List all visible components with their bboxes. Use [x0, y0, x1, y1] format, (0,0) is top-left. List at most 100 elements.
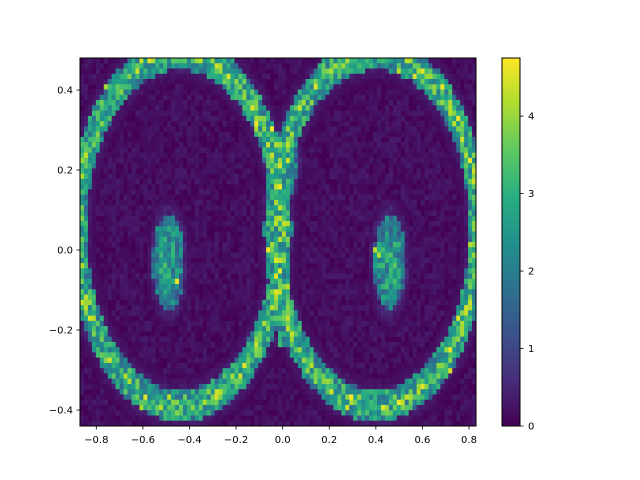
heatmap-cell: [289, 68, 295, 75]
heatmap-cell: [218, 347, 223, 353]
heatmap-cell: [270, 131, 275, 138]
heatmap-cell: [163, 205, 168, 211]
heatmap-cell: [250, 152, 255, 159]
heatmap-cell: [107, 68, 113, 75]
heatmap-cell: [448, 236, 453, 243]
heatmap-cell: [254, 210, 259, 217]
heatmap-cell: [357, 315, 362, 322]
heatmap-cell: [107, 184, 113, 190]
heatmap-cell: [111, 184, 116, 190]
heatmap-cell: [357, 215, 362, 222]
heatmap-cell: [404, 294, 410, 301]
heatmap-cell: [95, 68, 101, 75]
heatmap-cell: [222, 226, 227, 232]
heatmap-cell: [460, 184, 465, 190]
heatmap-cell: [369, 320, 374, 327]
heatmap-cell: [345, 215, 350, 222]
heatmap-cell: [103, 257, 109, 264]
heatmap-cell: [99, 205, 105, 211]
heatmap-cell: [226, 73, 231, 80]
heatmap-cell: [293, 273, 299, 280]
heatmap-cell: [91, 126, 97, 132]
heatmap-cell: [119, 305, 124, 311]
heatmap-cell: [416, 263, 421, 269]
heatmap-cell: [472, 110, 477, 117]
heatmap-cell: [143, 199, 148, 206]
heatmap-cell: [278, 268, 283, 274]
heatmap-cell: [341, 168, 346, 175]
heatmap-cell: [139, 310, 144, 316]
heatmap-cell: [278, 168, 283, 175]
heatmap-cell: [301, 84, 307, 90]
heatmap-cell: [278, 94, 283, 101]
heatmap-cell: [321, 168, 326, 175]
heatmap-cell: [202, 289, 208, 295]
heatmap-cell: [127, 257, 132, 264]
heatmap-cell: [226, 326, 231, 332]
heatmap-cell: [305, 136, 311, 143]
heatmap-cell: [99, 263, 105, 269]
heatmap-cell: [357, 89, 362, 96]
heatmap-cell: [416, 73, 421, 80]
heatmap-cell: [198, 305, 204, 311]
heatmap-cell: [321, 79, 326, 85]
heatmap-cell: [432, 58, 437, 64]
heatmap-cell: [468, 68, 473, 75]
heatmap-cell: [281, 168, 287, 175]
heatmap-cell: [412, 320, 417, 327]
heatmap-cell: [250, 341, 255, 348]
heatmap-cell: [190, 152, 196, 159]
heatmap-cell: [412, 231, 417, 238]
heatmap-cell: [266, 347, 271, 353]
heatmap-cell: [329, 73, 334, 80]
heatmap-cell: [357, 115, 362, 122]
heatmap-cell: [214, 278, 219, 285]
heatmap-cell: [159, 347, 164, 353]
heatmap-cell: [127, 236, 132, 243]
heatmap-cell: [384, 58, 390, 64]
heatmap-cell: [412, 247, 417, 253]
heatmap-cell: [175, 341, 180, 348]
heatmap-cell: [337, 194, 342, 201]
heatmap-cell: [373, 210, 378, 217]
heatmap-cell: [400, 142, 406, 148]
heatmap-cell: [281, 289, 287, 295]
heatmap-cell: [289, 315, 295, 322]
heatmap-cell: [412, 157, 417, 164]
heatmap-cell: [377, 68, 382, 75]
heatmap-cell: [472, 189, 477, 196]
heatmap-cell: [432, 210, 437, 217]
heatmap-cell: [83, 352, 89, 359]
heatmap-cell: [246, 305, 251, 311]
heatmap-cell: [321, 205, 326, 211]
heatmap-cell: [190, 231, 196, 238]
heatmap-cell: [436, 194, 441, 201]
heatmap-cell: [341, 89, 346, 96]
heatmap-cell: [337, 268, 342, 274]
heatmap-cell: [107, 58, 113, 64]
heatmap-cell: [341, 215, 346, 222]
heatmap-cell: [309, 73, 314, 80]
heatmap-cell: [270, 315, 275, 322]
heatmap-cell: [107, 294, 113, 301]
heatmap-cell: [309, 115, 314, 122]
heatmap-cell: [420, 79, 425, 85]
heatmap-cell: [420, 189, 425, 196]
heatmap-cell: [373, 89, 378, 96]
heatmap-cell: [262, 131, 267, 138]
heatmap-cell: [194, 199, 200, 206]
heatmap-cell: [341, 131, 346, 138]
heatmap-cell: [436, 110, 441, 117]
heatmap-cell: [258, 242, 263, 248]
heatmap-cell: [274, 94, 279, 101]
heatmap-cell: [270, 231, 275, 238]
heatmap-cell: [238, 152, 243, 159]
heatmap-cell: [246, 126, 251, 132]
heatmap-cell: [400, 73, 406, 80]
heatmap-cell: [87, 242, 93, 248]
heatmap-cell: [380, 58, 386, 64]
heatmap-cell: [83, 236, 89, 243]
heatmap-cell: [369, 210, 374, 217]
heatmap-cell: [135, 100, 140, 106]
heatmap-cell: [80, 110, 85, 117]
